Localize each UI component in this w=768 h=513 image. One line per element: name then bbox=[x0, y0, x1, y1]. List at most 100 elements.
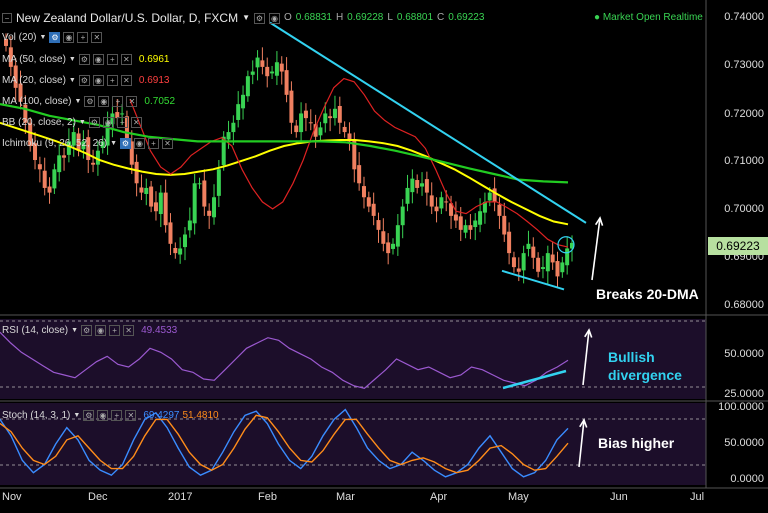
add-icon[interactable]: + bbox=[111, 410, 123, 421]
close-icon[interactable]: ✕ bbox=[123, 325, 135, 336]
add-icon[interactable]: + bbox=[77, 32, 89, 43]
indicator-stoch[interactable]: Stoch (14, 3, 1) ▼ ⚙ ◉ + ✕ 69.4297 51.48… bbox=[2, 410, 219, 421]
candle-body bbox=[434, 206, 439, 212]
y-tick-label: 0.71000 bbox=[724, 155, 764, 167]
settings-icon[interactable]: ⚙ bbox=[78, 75, 90, 86]
chevron-down-icon[interactable]: ▼ bbox=[71, 327, 79, 334]
indicator-ma100[interactable]: MA (100, close) ▼ ⚙ ◉ + ✕ 0.7052 bbox=[2, 96, 175, 107]
arrow-up-icon-head bbox=[584, 328, 593, 338]
candle-body bbox=[531, 246, 536, 258]
settings-icon[interactable]: ⚙ bbox=[49, 32, 61, 43]
indicator-vol[interactable]: Vol (20) ▼ ⚙ ◉ + ✕ bbox=[2, 32, 103, 43]
indicator-rsi[interactable]: RSI (14, close) ▼ ⚙ ◉ + ✕ 49.4533 bbox=[2, 325, 177, 336]
add-icon[interactable]: + bbox=[109, 325, 121, 336]
stoch-k-line bbox=[0, 408, 569, 478]
candle-body bbox=[424, 179, 429, 193]
x-tick-label: Mar bbox=[336, 491, 355, 503]
y-tick-label: 0.72000 bbox=[724, 108, 764, 120]
add-icon[interactable]: + bbox=[112, 96, 124, 107]
candle-body bbox=[33, 143, 38, 161]
visibility-icon[interactable]: ◉ bbox=[98, 96, 110, 107]
add-icon[interactable]: + bbox=[106, 54, 118, 65]
indicator-label: MA (100, close) bbox=[2, 96, 72, 107]
close-icon[interactable]: ✕ bbox=[130, 117, 142, 128]
settings-icon[interactable]: ⚙ bbox=[78, 54, 90, 65]
open-label: O bbox=[284, 12, 292, 23]
indicator-label: Vol (20) bbox=[2, 32, 37, 43]
chevron-down-icon[interactable]: ▼ bbox=[73, 412, 81, 419]
stoch-label: Stoch (14, 3, 1) bbox=[2, 410, 71, 421]
chevron-down-icon[interactable]: ▼ bbox=[74, 98, 82, 105]
stoch-d-value: 51.4810 bbox=[182, 410, 219, 421]
settings-icon[interactable]: ⚙ bbox=[83, 410, 95, 421]
chevron-down-icon[interactable]: ▼ bbox=[78, 119, 86, 126]
close-icon[interactable]: ✕ bbox=[120, 54, 132, 65]
rsi-tick-label: 50.0000 bbox=[724, 348, 764, 360]
visibility-icon[interactable]: ◉ bbox=[97, 410, 109, 421]
collapse-icon[interactable]: − bbox=[2, 13, 12, 23]
settings-icon[interactable]: ⚙ bbox=[254, 12, 265, 24]
annotation-breaks-20dma: Breaks 20-DMA bbox=[596, 286, 699, 302]
high-label: H bbox=[335, 12, 344, 23]
close-icon[interactable]: ✕ bbox=[91, 32, 103, 43]
close-icon[interactable]: ✕ bbox=[120, 75, 132, 86]
settings-icon[interactable]: ⚙ bbox=[120, 138, 131, 149]
y-tick-label: 0.70000 bbox=[724, 203, 764, 215]
candle-body bbox=[507, 231, 512, 254]
chevron-down-icon[interactable]: ▼ bbox=[39, 34, 47, 41]
candle-body bbox=[241, 94, 246, 109]
candle-body bbox=[511, 257, 516, 268]
indicator-label: MA (50, close) bbox=[2, 54, 66, 65]
visibility-icon[interactable]: ◉ bbox=[92, 54, 104, 65]
breakout-circle bbox=[557, 236, 575, 254]
candle-body bbox=[337, 105, 342, 123]
candle-body bbox=[265, 66, 270, 77]
candle-body bbox=[516, 268, 521, 272]
close-icon[interactable]: ✕ bbox=[126, 96, 138, 107]
close-icon[interactable]: ✕ bbox=[125, 410, 137, 421]
candle-body bbox=[294, 125, 299, 133]
indicator-ma20[interactable]: MA (20, close) ▼ ⚙ ◉ + ✕ 0.6913 bbox=[2, 75, 169, 86]
chevron-down-icon[interactable]: ▼ bbox=[242, 13, 250, 22]
add-icon[interactable]: + bbox=[116, 117, 128, 128]
indicator-ichimoku[interactable]: Ichimoku (9, 26, 52, 26) ▼ ⚙ ◉ + ✕ bbox=[2, 138, 173, 149]
candle-body bbox=[187, 220, 192, 231]
candle-body bbox=[28, 122, 33, 147]
candle-body bbox=[260, 60, 265, 67]
candle-body bbox=[463, 225, 468, 233]
candle-body bbox=[453, 214, 458, 221]
visibility-icon[interactable]: ◉ bbox=[92, 75, 104, 86]
indicator-bb[interactable]: BB (20, close, 2) ▼ ⚙ ◉ + ✕ bbox=[2, 117, 142, 128]
chevron-down-icon[interactable]: ▼ bbox=[110, 140, 117, 147]
add-icon[interactable]: + bbox=[106, 75, 118, 86]
ma100-line bbox=[0, 103, 569, 184]
settings-icon[interactable]: ⚙ bbox=[88, 117, 100, 128]
candle-body bbox=[289, 90, 294, 123]
close-icon[interactable]: ✕ bbox=[162, 138, 173, 149]
candle-body bbox=[124, 116, 129, 142]
candle-body bbox=[352, 139, 357, 170]
chart-title[interactable]: New Zealand Dollar/U.S. Dollar, D, FXCM bbox=[16, 11, 239, 25]
add-icon[interactable]: + bbox=[148, 138, 159, 149]
chevron-down-icon[interactable]: ▼ bbox=[68, 77, 76, 84]
candle-body bbox=[323, 113, 328, 124]
arrow-up-icon bbox=[582, 329, 590, 386]
indicator-ma50[interactable]: MA (50, close) ▼ ⚙ ◉ + ✕ 0.6961 bbox=[2, 54, 169, 65]
candle-body bbox=[110, 113, 115, 125]
stoch-tick-label: 100.0000 bbox=[718, 401, 764, 413]
chevron-down-icon[interactable]: ▼ bbox=[68, 56, 76, 63]
candle-body bbox=[332, 108, 337, 119]
visibility-icon[interactable]: ◉ bbox=[63, 32, 75, 43]
candle-body bbox=[386, 242, 391, 254]
visibility-icon[interactable]: ◉ bbox=[134, 138, 145, 149]
visibility-icon[interactable]: ◉ bbox=[102, 117, 114, 128]
settings-icon[interactable]: ⚙ bbox=[84, 96, 96, 107]
candle-body bbox=[526, 243, 531, 249]
settings-icon[interactable]: ⚙ bbox=[81, 325, 93, 336]
close-label: C bbox=[437, 12, 445, 23]
ma50-line bbox=[0, 121, 569, 226]
visibility-icon[interactable]: ◉ bbox=[269, 12, 280, 24]
visibility-icon[interactable]: ◉ bbox=[95, 325, 107, 336]
